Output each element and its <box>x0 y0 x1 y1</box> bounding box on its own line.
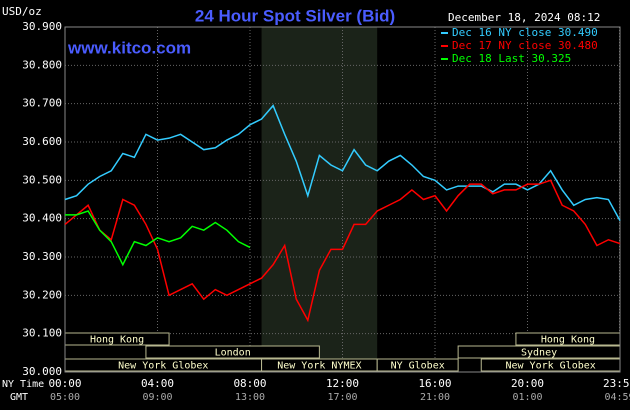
session-label: New York NYMEX <box>277 361 361 372</box>
session-shade <box>261 27 378 372</box>
session-label: NY Globex <box>391 361 445 372</box>
x2-tick-label: 09:00 <box>142 392 172 403</box>
legend-label: Dec 17 NY close 30.480 <box>452 39 598 52</box>
x-tick-label: 20:00 <box>511 377 544 390</box>
x-tick-label: 12:00 <box>326 377 359 390</box>
series-line <box>64 104 621 221</box>
session-label: New York Globex <box>505 361 595 372</box>
y-tick-label: 30.400 <box>22 212 62 225</box>
chart-title: 24 Hour Spot Silver (Bid) <box>195 6 395 25</box>
session-bar <box>145 345 320 359</box>
y-tick-label: 30.900 <box>22 20 62 33</box>
y-tick-label: 30.000 <box>22 365 62 378</box>
session-label: Hong Kong <box>90 335 144 346</box>
x2-tick-label: 05:00 <box>50 392 80 403</box>
session-bar <box>376 358 459 372</box>
y-tick-label: 30.300 <box>22 250 62 263</box>
y-tick-label: 30.200 <box>22 288 62 301</box>
series-line <box>65 210 251 267</box>
session-label: New York Globex <box>118 361 208 372</box>
session-label: London <box>215 348 251 359</box>
series-line <box>64 179 621 323</box>
x2-tick-label: 01:00 <box>512 392 542 403</box>
x-tick-label: 08:00 <box>233 377 266 390</box>
session-label: Sydney <box>521 348 557 359</box>
y-tick-label: 30.100 <box>22 327 62 340</box>
x2-tick-label: 04:59 <box>604 392 630 403</box>
y-tick-label: 30.500 <box>22 173 62 186</box>
watermark: www.kitco.com <box>67 38 191 57</box>
legend-label: Dec 16 NY close 30.490 <box>452 26 598 39</box>
x-tick-label: 23:59 <box>603 377 630 390</box>
x2-tick-label: 21:00 <box>420 392 450 403</box>
y-tick-label: 30.800 <box>22 58 62 71</box>
x-tick-label: 16:00 <box>418 377 451 390</box>
x2-tick-label: 17:00 <box>327 392 357 403</box>
session-label: Hong Kong <box>541 335 595 346</box>
x-axis-label: NY Time <box>2 379 44 390</box>
y-tick-label: 30.700 <box>22 97 62 110</box>
y-tick-label: 30.600 <box>22 135 62 148</box>
unit-label: USD/oz <box>2 5 42 18</box>
x2-tick-label: 13:00 <box>235 392 265 403</box>
x2-axis-label: GMT <box>10 392 28 403</box>
legend-label: Dec 18 Last 30.325 <box>452 52 571 65</box>
x-tick-label: 04:00 <box>141 377 174 390</box>
date-label: December 18, 2024 08:12 <box>448 11 600 24</box>
x-tick-label: 00:00 <box>48 377 81 390</box>
